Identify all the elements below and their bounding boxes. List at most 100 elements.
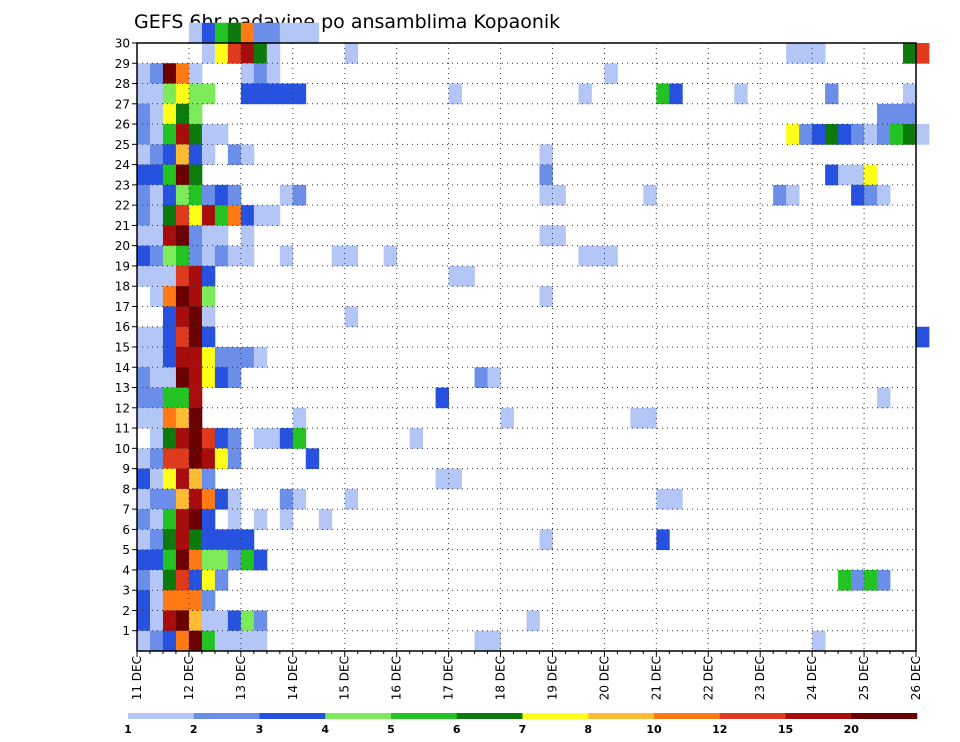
heatmap-cell — [188, 22, 203, 44]
y-tick-label: 27 — [115, 97, 130, 111]
heatmap-cell — [266, 205, 281, 226]
heatmap-cell — [162, 549, 177, 571]
y-tick-label: 24 — [115, 158, 130, 172]
heatmap-cell — [175, 225, 190, 247]
heatmap-cell — [240, 43, 255, 64]
heatmap-cell — [877, 103, 891, 125]
x-tick-label: 25 DEC — [857, 656, 871, 700]
heatmap-cell — [578, 245, 592, 267]
heatmap-cell — [175, 428, 190, 449]
heatmap-cell — [890, 124, 904, 145]
heatmap-cell — [162, 286, 177, 307]
heatmap-cell — [448, 265, 462, 287]
heatmap-cell — [162, 347, 177, 368]
heatmap-cell — [201, 83, 216, 105]
heatmap-cell — [240, 63, 255, 84]
heatmap-cell — [253, 43, 268, 64]
heatmap-cell — [201, 306, 216, 328]
heatmap-cell — [162, 124, 177, 145]
heatmap-cell — [188, 184, 203, 206]
heatmap-cell — [201, 468, 216, 490]
colorbar-label: 3 — [256, 723, 264, 736]
heatmap-cell — [175, 205, 190, 226]
colorbar-label: 5 — [387, 723, 395, 736]
heatmap-cell — [201, 144, 216, 165]
heatmap-cell — [227, 205, 242, 226]
heatmap-cell — [474, 367, 488, 388]
heatmap-cell — [201, 245, 216, 267]
heatmap-cell — [266, 428, 281, 449]
heatmap-cell — [175, 326, 190, 348]
heatmap-cell — [149, 326, 164, 348]
heatmap-cell — [188, 265, 203, 287]
colorbar-label: 20 — [844, 723, 860, 736]
heatmap-cell — [188, 326, 203, 348]
heatmap-cell — [279, 428, 294, 449]
heatmap-cell — [916, 326, 930, 348]
heatmap-cells — [137, 22, 930, 652]
heatmap-cell — [188, 347, 203, 368]
heatmap-cell — [162, 428, 177, 449]
heatmap-cell — [448, 468, 462, 490]
heatmap-cell — [137, 488, 151, 510]
heatmap-cell — [539, 286, 553, 307]
heatmap-cell — [201, 347, 216, 368]
heatmap-cell — [240, 610, 255, 632]
heatmap-cell — [292, 184, 307, 206]
x-tick-label: 24 DEC — [805, 656, 819, 700]
heatmap-cell — [201, 184, 216, 206]
heatmap-cell — [149, 205, 164, 226]
heatmap-cell — [461, 265, 475, 287]
heatmap-cell — [539, 529, 553, 551]
heatmap-cell — [474, 630, 488, 652]
heatmap-cell — [253, 509, 268, 530]
heatmap-cell — [175, 509, 190, 530]
heatmap-cell — [266, 63, 281, 84]
heatmap-cell — [214, 630, 229, 652]
heatmap-cell — [137, 83, 151, 105]
heatmap-cell — [201, 124, 216, 145]
heatmap-cell — [201, 367, 216, 388]
heatmap-cell — [188, 428, 203, 449]
heatmap-cell — [526, 610, 540, 632]
colorbar-segment — [588, 713, 655, 719]
heatmap-cell — [149, 448, 164, 469]
heatmap-cell — [214, 428, 229, 449]
heatmap-cell — [799, 43, 813, 64]
heatmap-cell — [149, 569, 164, 591]
heatmap-cell — [175, 387, 190, 409]
heatmap-cell — [227, 488, 242, 510]
heatmap-cell — [890, 103, 904, 125]
heatmap-cell — [188, 549, 203, 571]
y-tick-label: 28 — [115, 77, 130, 91]
heatmap-cell — [539, 184, 553, 206]
heatmap-cell — [279, 22, 294, 44]
heatmap-cell — [188, 448, 203, 469]
heatmap-cell — [903, 103, 917, 125]
colorbar-segment — [719, 713, 786, 719]
heatmap-cell — [786, 124, 800, 145]
heatmap-cell — [162, 407, 177, 429]
heatmap-cell — [188, 306, 203, 328]
heatmap-cell — [812, 124, 826, 145]
heatmap-cell — [175, 367, 190, 388]
heatmap-cell — [175, 590, 190, 611]
heatmap-cell — [175, 124, 190, 145]
heatmap-cell — [851, 569, 865, 591]
heatmap-cell — [175, 306, 190, 328]
heatmap-cell — [137, 184, 151, 206]
heatmap-cell — [279, 488, 294, 510]
y-tick-label: 16 — [115, 320, 130, 334]
x-tick-label: 17 DEC — [442, 656, 456, 700]
heatmap-cell — [201, 286, 216, 307]
y-axis: 1234567891011121314151617181920212223242… — [115, 37, 137, 638]
colorbar-label: 7 — [519, 723, 527, 736]
y-tick-label: 26 — [115, 118, 130, 132]
heatmap-cell — [149, 184, 164, 206]
colorbar-label: 15 — [778, 723, 793, 736]
heatmap-cell — [253, 347, 268, 368]
heatmap-cell — [214, 610, 229, 632]
heatmap-cell — [201, 488, 216, 510]
heatmap-cell — [227, 610, 242, 632]
